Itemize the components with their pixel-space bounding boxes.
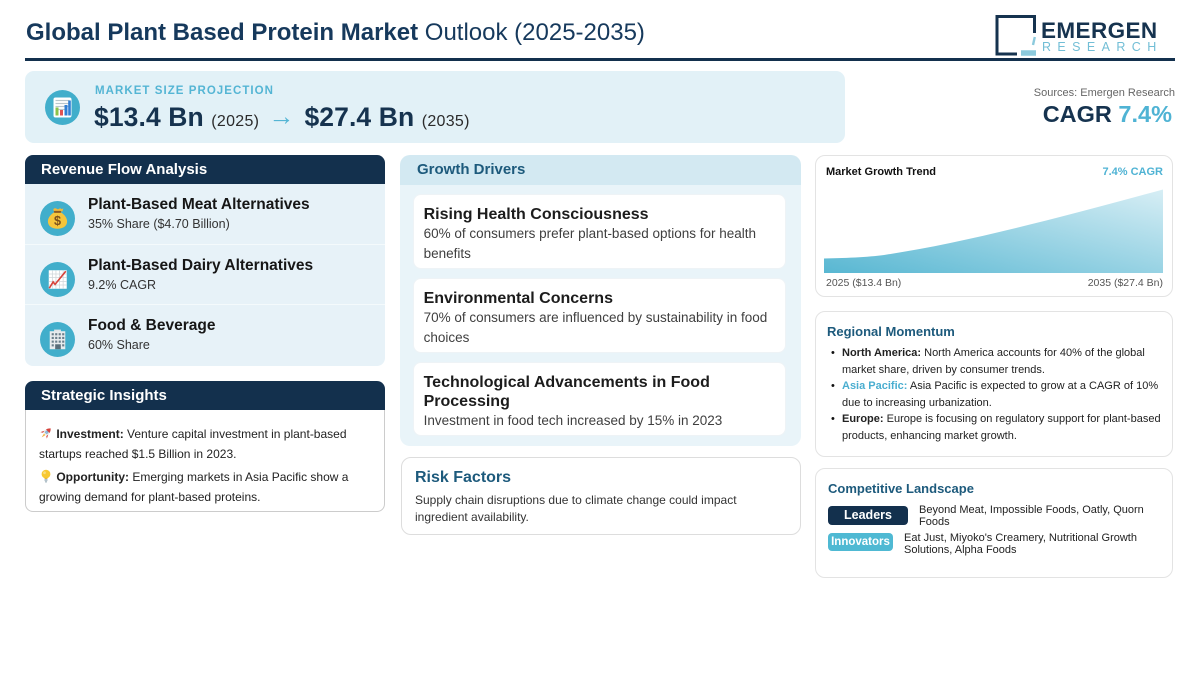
svg-text:RESEARCH: RESEARCH [1042,40,1163,54]
svg-text:EMERGEN: EMERGEN [1041,18,1158,43]
svg-text:$: $ [54,214,61,228]
